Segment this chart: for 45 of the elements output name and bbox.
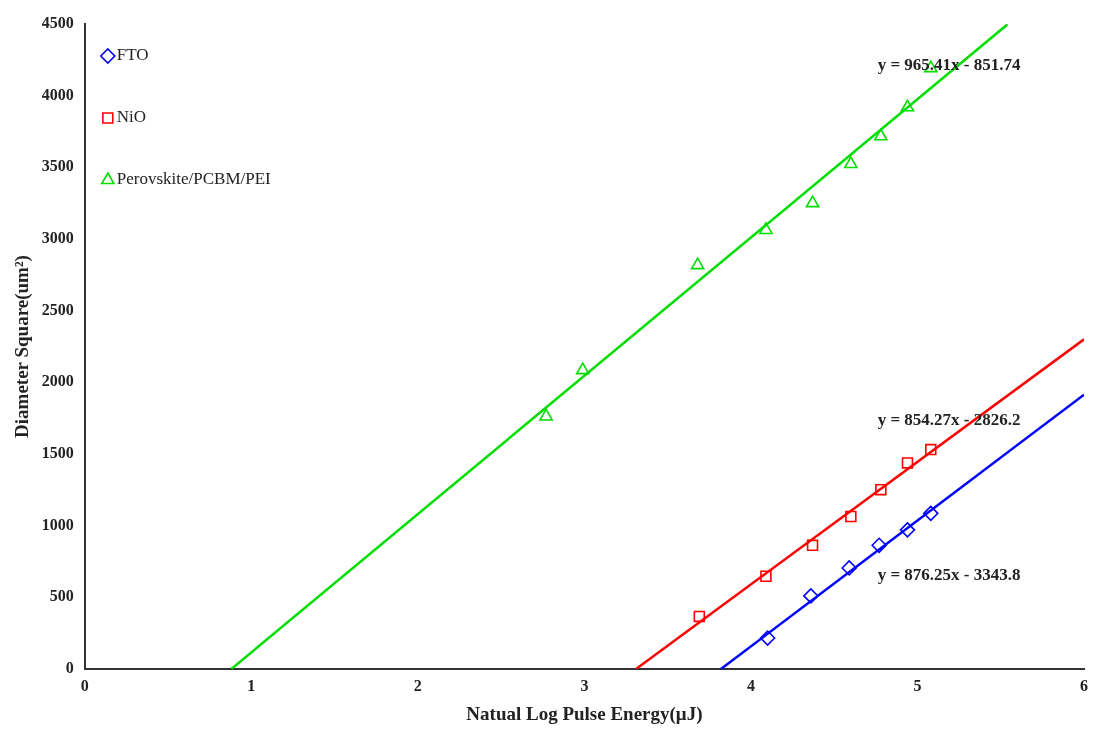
annotation: y = 876.25x - 3343.8 <box>877 564 1021 584</box>
point <box>806 539 819 552</box>
y-tick-label: 2500 <box>41 300 74 318</box>
y-tick-label: 1500 <box>41 444 74 462</box>
annotation: y = 854.27x - 2826.2 <box>877 410 1021 430</box>
point <box>539 408 553 421</box>
point <box>760 570 772 583</box>
point <box>759 630 776 646</box>
point <box>841 560 857 576</box>
y-tick-label: 4000 <box>41 85 74 103</box>
point <box>690 257 705 270</box>
point <box>871 537 887 554</box>
point <box>922 505 939 522</box>
point <box>805 195 820 208</box>
point <box>693 610 706 623</box>
point <box>843 156 858 169</box>
point <box>875 483 887 496</box>
y-axis-title: Diameter Square(um²) <box>11 255 34 438</box>
point <box>759 222 773 235</box>
y-tick-label: 4500 <box>41 14 74 32</box>
x-tick-label: 6 <box>1080 676 1088 694</box>
legend-label: NiO <box>116 107 147 127</box>
x-tick-label: 3 <box>580 676 589 694</box>
legend-label: Perovskite/PCBM/PEI <box>116 169 272 189</box>
x-axis-title: Natual Log Pulse Energy(μJ) <box>466 702 703 725</box>
x-tick-label: 2 <box>413 676 422 694</box>
point <box>873 128 888 141</box>
y-tick-label: 2000 <box>41 372 74 390</box>
point <box>803 588 819 604</box>
point <box>899 522 916 538</box>
x-tick-label: 4 <box>746 676 755 694</box>
point <box>845 510 857 523</box>
point <box>900 99 915 112</box>
point <box>575 362 590 375</box>
point <box>901 457 914 469</box>
y-tick-label: 3500 <box>41 157 74 175</box>
legend-label: FTO <box>116 45 149 65</box>
y-tick-label: 0 <box>65 659 74 677</box>
y-tick-label: 1000 <box>41 515 74 533</box>
x-tick-label: 0 <box>80 676 89 694</box>
x-tick-label: 1 <box>247 676 256 694</box>
x-tick-label: 5 <box>913 676 922 694</box>
y-tick-label: 500 <box>49 587 74 605</box>
y-tick-label: 3000 <box>41 229 74 247</box>
point <box>925 443 937 456</box>
